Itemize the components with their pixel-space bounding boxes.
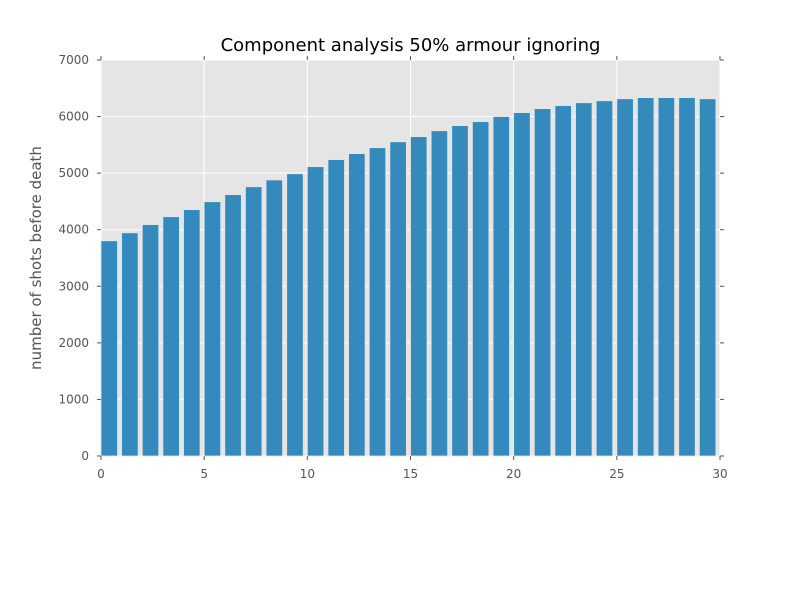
x-tick-label: 5 [200,467,208,481]
bar [678,97,696,457]
bar-series [100,97,717,457]
bar [637,97,655,457]
bar [100,240,118,457]
bar [286,173,304,457]
y-tick-labels: 0 1000 2000 3000 4000 5000 6000 7000 [58,53,89,463]
y-tick-label: 6000 [58,110,89,124]
bar [306,166,325,457]
y-tick-label: 4000 [58,223,89,237]
bar [575,102,593,457]
bar [410,136,428,457]
x-tick-label: 25 [609,467,624,481]
bar [616,98,634,457]
x-tick-label: 30 [712,467,727,481]
y-tick-label: 7000 [58,53,89,67]
bar [513,112,531,457]
axis-ticks [97,56,724,460]
y-tick-label: 1000 [58,392,89,406]
y-tick-label: 0 [81,449,89,463]
bar [451,125,469,457]
bar [224,194,242,457]
bar [348,153,366,457]
bar [141,224,160,457]
bar [183,209,201,457]
bar [595,100,614,457]
bar [554,105,572,457]
bar [203,201,222,457]
bar [265,179,283,457]
chart-title: Component analysis 50% armour ignoring [220,35,601,56]
bar [533,108,552,457]
bar [657,97,676,457]
y-tick-label: 2000 [58,336,89,350]
y-tick-label: 5000 [58,166,89,180]
bar [389,141,407,457]
x-tick-label: 20 [506,467,521,481]
x-tick-labels: 0 5 10 15 20 25 30 [97,467,727,481]
x-tick-label: 10 [300,467,315,481]
bar [698,98,717,457]
bar [121,232,139,457]
x-tick-label: 0 [97,467,105,481]
bar [245,186,263,457]
bar [430,130,449,457]
bar [471,121,490,457]
x-tick-label: 15 [403,467,418,481]
bar [162,216,180,457]
bar [492,116,510,457]
y-tick-label: 3000 [58,279,89,293]
bar [368,147,387,457]
bar [327,159,345,457]
